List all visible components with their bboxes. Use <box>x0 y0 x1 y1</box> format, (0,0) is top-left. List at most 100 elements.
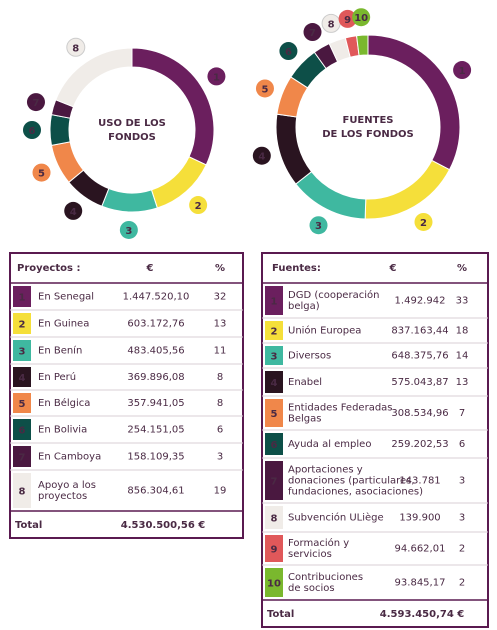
row-label: Belgas <box>288 414 321 425</box>
row-number: 8 <box>19 487 26 498</box>
row-label: Formación y <box>288 537 349 549</box>
row-label: Subvención ULiège <box>288 512 384 524</box>
donut-title: USO DE LOS <box>98 118 166 129</box>
row-amount: 1.492.942 <box>395 296 446 307</box>
segment-badge <box>64 201 83 220</box>
donut-title: FUENTES <box>342 115 393 126</box>
table-header: Proyectos : <box>17 263 80 274</box>
segment-badge <box>352 8 371 27</box>
table-header: € <box>389 263 397 274</box>
row-number: 1 <box>19 293 26 304</box>
row-badge <box>265 346 283 365</box>
row-pct: 6 <box>459 439 465 450</box>
row-pct: 13 <box>456 377 469 388</box>
row-pct: 33 <box>456 296 469 307</box>
row-pct: 19 <box>214 486 227 497</box>
segment-badge-label: 4 <box>70 207 77 218</box>
row-badge <box>13 393 31 413</box>
row-badge <box>13 367 31 387</box>
row-label: Aportaciones y <box>288 465 363 476</box>
row-amount: 575.043,87 <box>391 377 448 388</box>
row-label: DGD (cooperación <box>288 289 379 301</box>
segment-badge-label: 1 <box>459 66 466 77</box>
segment-badge <box>414 212 433 231</box>
row-label: donaciones (particulares, <box>288 476 415 487</box>
segment-badge-label: 8 <box>72 43 79 54</box>
row-badge <box>265 506 283 529</box>
row-badge <box>265 568 283 597</box>
donut-segment <box>356 34 369 57</box>
row-pct: 8 <box>217 372 223 383</box>
row-label: Diversos <box>288 351 331 362</box>
row-pct: 3 <box>459 476 465 487</box>
segment-badge <box>207 67 226 86</box>
row-badge <box>13 473 31 508</box>
row-badge <box>265 286 283 315</box>
table-header: € <box>146 263 154 274</box>
row-pct: 2 <box>459 544 465 555</box>
segment-badge-label: 10 <box>354 13 368 24</box>
donut-segment <box>55 47 133 108</box>
row-amount: 259.202,53 <box>391 439 448 450</box>
row-amount: 648.375,76 <box>391 351 448 362</box>
row-amount: 1.447.520,10 <box>123 292 190 303</box>
row-label: En Bélgica <box>38 397 90 409</box>
row-label: Unión Europea <box>288 325 361 337</box>
row-number: 9 <box>271 545 278 556</box>
row-badge <box>13 313 31 334</box>
segment-badge-label: 4 <box>258 152 265 163</box>
row-badge <box>13 419 31 440</box>
table-box <box>9 252 244 539</box>
row-amount: 483.405,56 <box>127 346 184 357</box>
donut-title: FONDOS <box>108 132 156 143</box>
row-pct: 2 <box>459 578 465 589</box>
segment-badge <box>189 196 208 215</box>
row-label: Enabel <box>288 377 322 388</box>
segment-badge <box>279 42 298 61</box>
row-number: 5 <box>271 409 278 420</box>
row-amount: 94.662,01 <box>395 544 446 555</box>
row-number: 4 <box>271 378 278 389</box>
row-label: servicios <box>288 549 332 560</box>
row-label: Entidades Federadas <box>288 403 393 414</box>
row-amount: 369.896,08 <box>127 372 184 383</box>
segment-badge-label: 1 <box>213 72 220 83</box>
segment-badge-label: 6 <box>29 126 36 137</box>
segment-badge <box>338 9 357 28</box>
segment-badge-label: 5 <box>38 169 45 180</box>
row-number: 1 <box>271 297 278 308</box>
segment-badge <box>303 23 322 42</box>
row-pct: 11 <box>214 346 227 357</box>
row-amount: 254.151,05 <box>127 425 184 436</box>
row-number: 7 <box>19 453 26 464</box>
row-pct: 8 <box>217 398 223 409</box>
row-badge <box>265 433 283 455</box>
row-label: En Senegal <box>38 292 94 303</box>
segment-badge-label: 7 <box>32 98 39 109</box>
segment-badge-label: 5 <box>261 84 268 95</box>
donut-segment <box>49 114 71 146</box>
segment-badge-label: 3 <box>125 226 132 237</box>
row-label: En Guinea <box>38 319 89 330</box>
segment-badge-label: 9 <box>344 15 351 26</box>
row-label: Apoyo a los <box>38 480 96 491</box>
row-number: 7 <box>271 477 278 488</box>
row-label: belga) <box>288 301 320 312</box>
row-badge <box>13 446 31 467</box>
row-label: Ayuda al empleo <box>288 439 371 450</box>
donut-title: DE LOS FONDOS <box>322 129 414 140</box>
row-amount: 143.781 <box>399 476 440 487</box>
row-label: Contribuciones <box>288 572 363 583</box>
row-badge <box>265 461 283 500</box>
segment-badge <box>119 220 138 239</box>
table-header: Fuentes: <box>272 263 321 274</box>
row-label: En Camboya <box>38 452 101 463</box>
row-label: de socios <box>288 583 335 594</box>
row-badge <box>13 340 31 361</box>
row-pct: 3 <box>459 513 465 524</box>
segment-badge <box>453 61 472 80</box>
row-amount: 357.941,05 <box>127 398 184 409</box>
row-label: En Bolivia <box>38 425 87 436</box>
total-value: 4.530.500,56 € <box>121 520 206 531</box>
